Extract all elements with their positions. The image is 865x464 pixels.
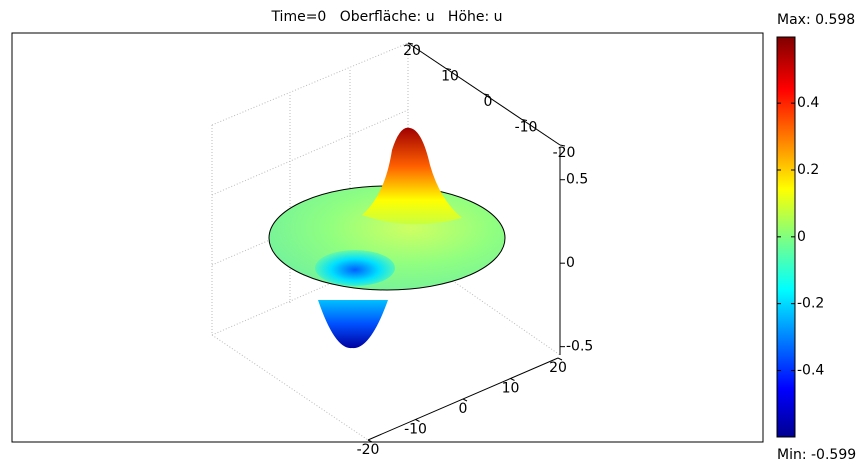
x-tick — [415, 419, 420, 422]
surface-peak — [362, 127, 462, 225]
x-tick — [557, 357, 563, 361]
x-tick-label: -10 — [404, 422, 427, 438]
colorbar-tick-label: 0 — [797, 229, 806, 245]
y-tick — [445, 68, 452, 70]
x-tick — [510, 378, 515, 381]
y-tick — [407, 42, 414, 45]
x-tick-label: -20 — [357, 442, 380, 458]
surface-trough — [318, 300, 388, 349]
y-tick-label: -20 — [553, 145, 576, 161]
z-tick-label: -0.5 — [566, 339, 593, 355]
surface-dent — [315, 250, 395, 286]
x-tick-label: 20 — [549, 360, 567, 376]
y-tick — [483, 93, 490, 96]
y-tick — [521, 119, 528, 121]
y-tick-label: -10 — [515, 120, 538, 136]
colorbar-tick-label: 0.4 — [797, 95, 819, 111]
y-tick-label: 10 — [441, 69, 459, 85]
z-tick-label: 0 — [566, 255, 575, 271]
x-tick — [367, 439, 373, 443]
colorbar-min: Min: -0.599 — [777, 447, 856, 463]
colorbar-tick-label: -0.4 — [797, 363, 824, 379]
plot-frame — [11, 32, 764, 443]
x-tick-label: 0 — [459, 401, 468, 417]
x-tick-label: 10 — [502, 381, 520, 397]
chart-title: Time=0 Oberfläche: u Höhe: u — [270, 9, 502, 25]
colorbar-tick-label: -0.2 — [797, 296, 824, 312]
y-tick — [559, 144, 566, 147]
y-tick-label: 20 — [403, 43, 421, 59]
y-tick-label: 0 — [484, 94, 493, 110]
x-tick — [462, 398, 468, 402]
colorbar-tick-label: 0.2 — [797, 162, 819, 178]
colorbar-max: Max: 0.598 — [777, 12, 855, 28]
z-tick-label: 0.5 — [566, 172, 588, 188]
